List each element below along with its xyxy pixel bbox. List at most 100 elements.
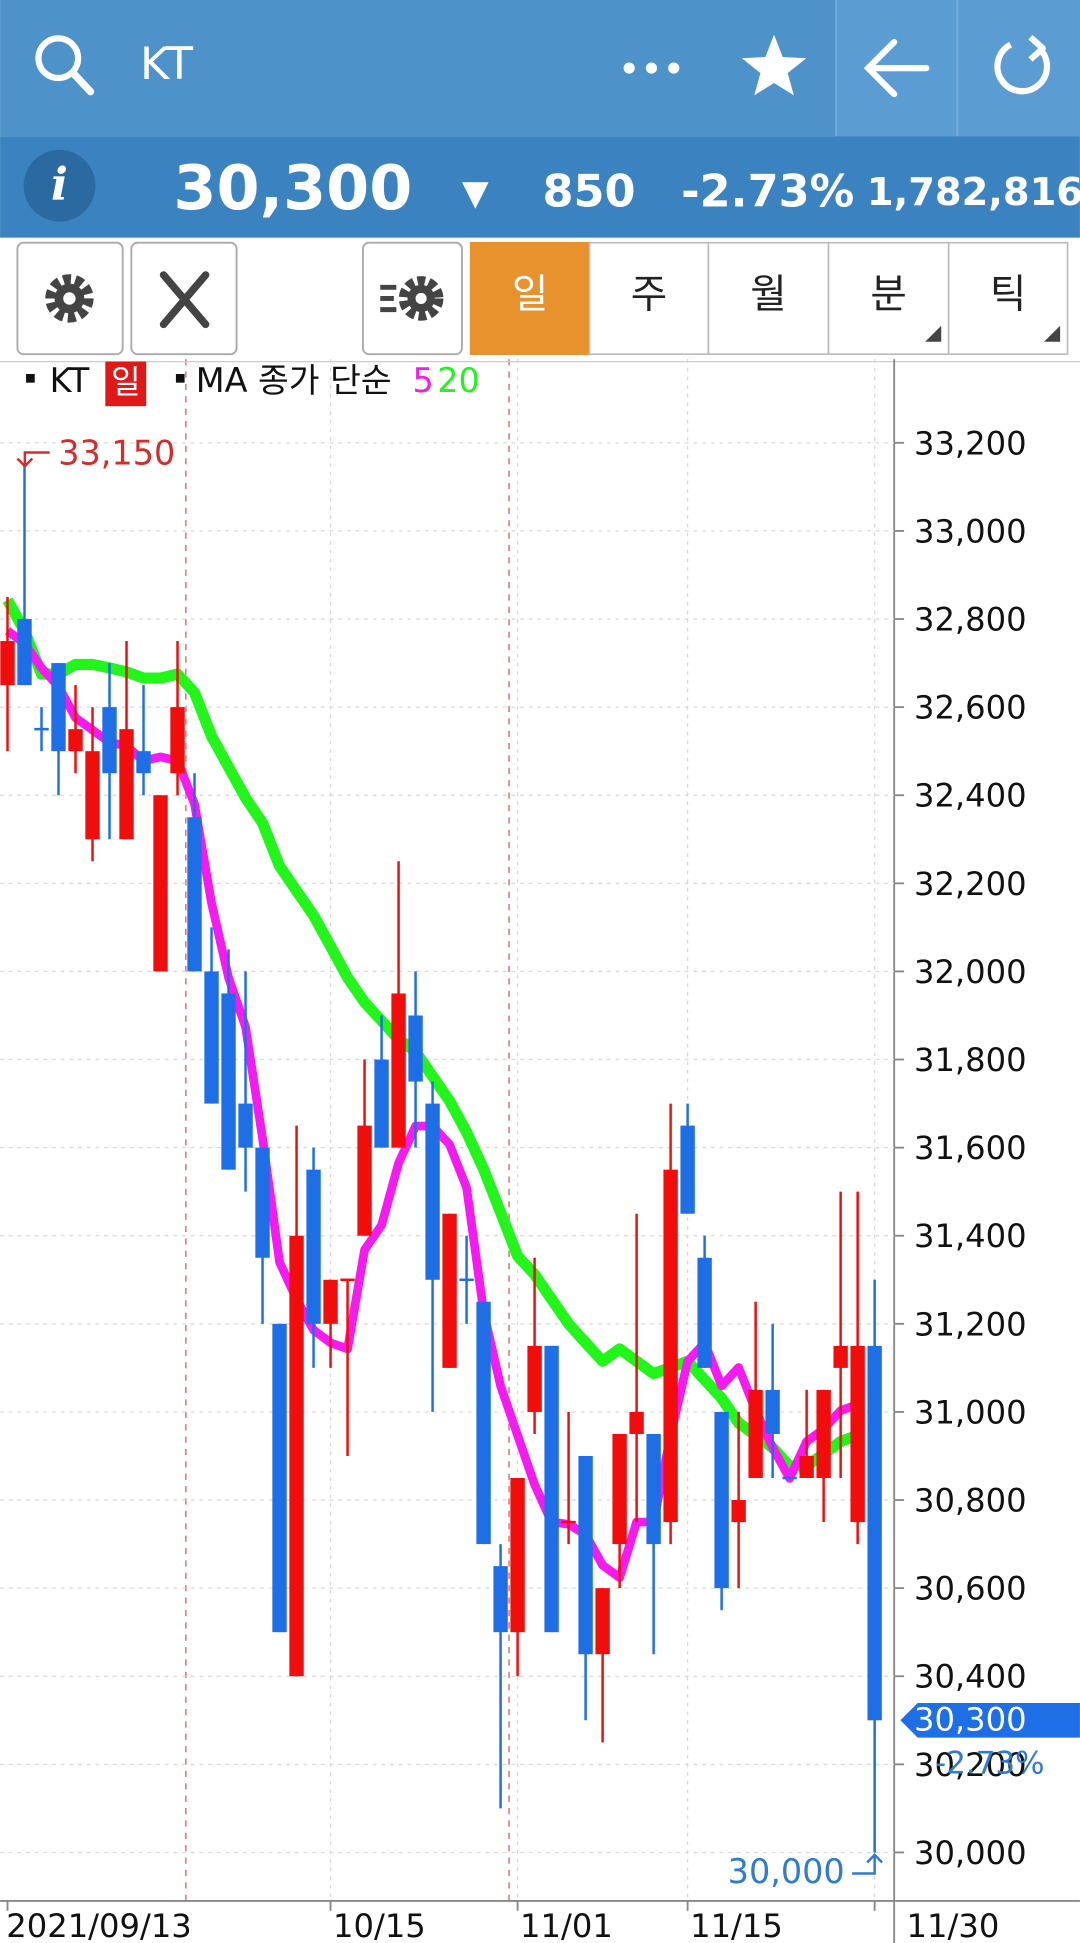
tab-label: 분 [870, 272, 906, 318]
period-tab[interactable]: 주 [588, 241, 710, 355]
plot-background [0, 359, 1080, 1901]
x-tick-label: 11/15 [690, 1907, 783, 1943]
y-tick-label: 31,000 [914, 1393, 1027, 1431]
period-tab[interactable]: 분 [827, 241, 950, 355]
y-tick-label: 30,600 [914, 1570, 1027, 1608]
legend-series: 5 [412, 361, 433, 400]
quote-price: 30,300 [173, 152, 412, 224]
high-marker-label: 33,150 [58, 433, 175, 472]
period-tab[interactable]: 일 [469, 241, 591, 355]
info-button[interactable] [23, 149, 96, 222]
x-tick-label: 11/01 [520, 1907, 613, 1943]
candle-body [799, 1455, 814, 1479]
candle-body [68, 729, 83, 752]
candle-body [340, 1278, 355, 1282]
candle-body [782, 1476, 797, 1480]
candle-body [357, 1125, 372, 1236]
legend: KT 일 MA 종가 단순 5 20 [26, 361, 480, 407]
y-tick-label: 32,200 [914, 865, 1027, 903]
period-tab[interactable]: 틱 [947, 241, 1069, 355]
tools-button[interactable] [130, 241, 238, 356]
candle-body [85, 751, 100, 840]
legend-marker [175, 373, 185, 383]
legend-period: 일 [111, 363, 141, 401]
candle-body [306, 1169, 321, 1324]
candle-body [731, 1500, 746, 1523]
chart-settings-button[interactable] [361, 241, 463, 356]
candle-body [272, 1323, 287, 1633]
y-tick-label: 31,800 [914, 1041, 1027, 1079]
tab-background [707, 241, 830, 355]
candle-body [170, 707, 185, 774]
quote-volume: 1,782,816 [867, 170, 1080, 215]
candle-body [17, 619, 32, 686]
x-tick-label: 2021/09/13 [6, 1907, 192, 1943]
quote-change-pct: -2.73% [681, 165, 854, 217]
low-marker-head [866, 1853, 883, 1864]
settings-button[interactable] [16, 241, 124, 356]
chart: 30,000 30,200 30,400 30,600 30,800 31,000 31,2… [0, 359, 1080, 1943]
more-icon[interactable] [623, 62, 680, 74]
y-tick-label: 33,200 [914, 424, 1027, 462]
last-price-label: 30,300 [914, 1701, 1027, 1739]
candle-body [748, 1389, 763, 1479]
legend-series: 20 [437, 361, 480, 400]
candle-body [493, 1566, 508, 1633]
y-tick-label: 30,800 [914, 1482, 1027, 1520]
tab-background [827, 241, 950, 355]
candle-body [187, 817, 202, 972]
candle-body [204, 971, 219, 1104]
y-tick-label: 32,800 [914, 601, 1027, 639]
last-change-label: -2.73% [935, 1745, 1044, 1781]
candle-body [867, 1345, 882, 1721]
candle-body [425, 1103, 440, 1280]
candle-body [714, 1411, 729, 1589]
candle-body [323, 1279, 338, 1324]
tab-label: 월 [750, 272, 786, 318]
candle-body [442, 1213, 457, 1368]
candle-body [833, 1345, 848, 1368]
low-marker-label: 30,000 [728, 1852, 845, 1891]
candle-body [391, 993, 406, 1148]
ma-line [2, 597, 860, 1472]
low-marker-arrow [852, 1854, 876, 1875]
y-tick-label: 30,400 [914, 1658, 1027, 1696]
period-tab[interactable]: 월 [707, 241, 830, 355]
candle-body [238, 1103, 253, 1148]
tab-label: 틱 [990, 272, 1026, 318]
search-icon[interactable] [35, 35, 95, 96]
info-icon: i [51, 158, 68, 211]
y-tick-label: 32,600 [914, 689, 1027, 727]
candle-body [680, 1125, 695, 1214]
candle-body [34, 727, 49, 731]
candle-body [459, 1278, 474, 1282]
candle-body [221, 993, 236, 1170]
candle-body [0, 641, 15, 686]
candle-body [289, 1235, 304, 1677]
candle-body [374, 1059, 389, 1148]
y-tick-label: 30,200 [914, 1746, 1027, 1784]
candle-body [136, 751, 151, 774]
quote-bar [0, 136, 1080, 238]
candle-body [765, 1389, 780, 1434]
candle-body [51, 663, 66, 752]
quote-change: 850 [542, 165, 635, 217]
y-tick-label: 31,600 [914, 1129, 1027, 1167]
candle-body [153, 795, 168, 972]
back-icon[interactable] [863, 39, 930, 98]
legend-marker [26, 373, 35, 383]
refresh-icon[interactable] [994, 34, 1051, 95]
legend-name: KT [50, 361, 90, 400]
last-price-box [900, 1702, 1080, 1738]
tab-background [947, 241, 1069, 355]
candle-body [255, 1147, 270, 1258]
candle-body [663, 1169, 678, 1523]
y-tick-label: 30,000 [914, 1834, 1027, 1872]
quote-direction: ▼ [462, 173, 489, 213]
favorite-icon[interactable] [741, 34, 807, 96]
high-marker-head [16, 457, 34, 468]
search-text[interactable]: KT [140, 38, 194, 90]
